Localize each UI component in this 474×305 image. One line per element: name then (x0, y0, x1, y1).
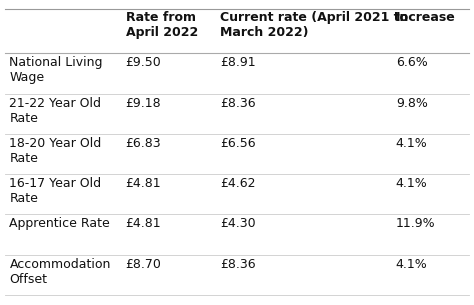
Text: National Living
Wage: National Living Wage (9, 56, 103, 84)
Text: Apprentice Rate: Apprentice Rate (9, 217, 110, 231)
Text: £4.81: £4.81 (126, 217, 161, 231)
Text: 21-22 Year Old
Rate: 21-22 Year Old Rate (9, 97, 101, 125)
Text: 4.1%: 4.1% (396, 177, 428, 190)
Text: £6.83: £6.83 (126, 137, 161, 150)
Text: 6.6%: 6.6% (396, 56, 428, 70)
Text: £8.70: £8.70 (126, 258, 162, 271)
Text: £8.91: £8.91 (220, 56, 256, 70)
Text: £6.56: £6.56 (220, 137, 256, 150)
Text: 9.8%: 9.8% (396, 97, 428, 110)
Text: £4.81: £4.81 (126, 177, 161, 190)
Text: Increase: Increase (396, 11, 456, 24)
Text: £8.36: £8.36 (220, 258, 256, 271)
Text: £8.36: £8.36 (220, 97, 256, 110)
Text: 16-17 Year Old
Rate: 16-17 Year Old Rate (9, 177, 101, 205)
Text: Rate from
April 2022: Rate from April 2022 (126, 11, 198, 39)
Text: £9.18: £9.18 (126, 97, 161, 110)
Text: Current rate (April 2021 to
March 2022): Current rate (April 2021 to March 2022) (220, 11, 409, 39)
Text: £4.30: £4.30 (220, 217, 256, 231)
Text: 4.1%: 4.1% (396, 258, 428, 271)
Text: £4.62: £4.62 (220, 177, 256, 190)
Text: 11.9%: 11.9% (396, 217, 436, 231)
Text: 18-20 Year Old
Rate: 18-20 Year Old Rate (9, 137, 102, 165)
Text: 4.1%: 4.1% (396, 137, 428, 150)
Text: £9.50: £9.50 (126, 56, 161, 70)
Text: Accommodation
Offset: Accommodation Offset (9, 258, 111, 286)
